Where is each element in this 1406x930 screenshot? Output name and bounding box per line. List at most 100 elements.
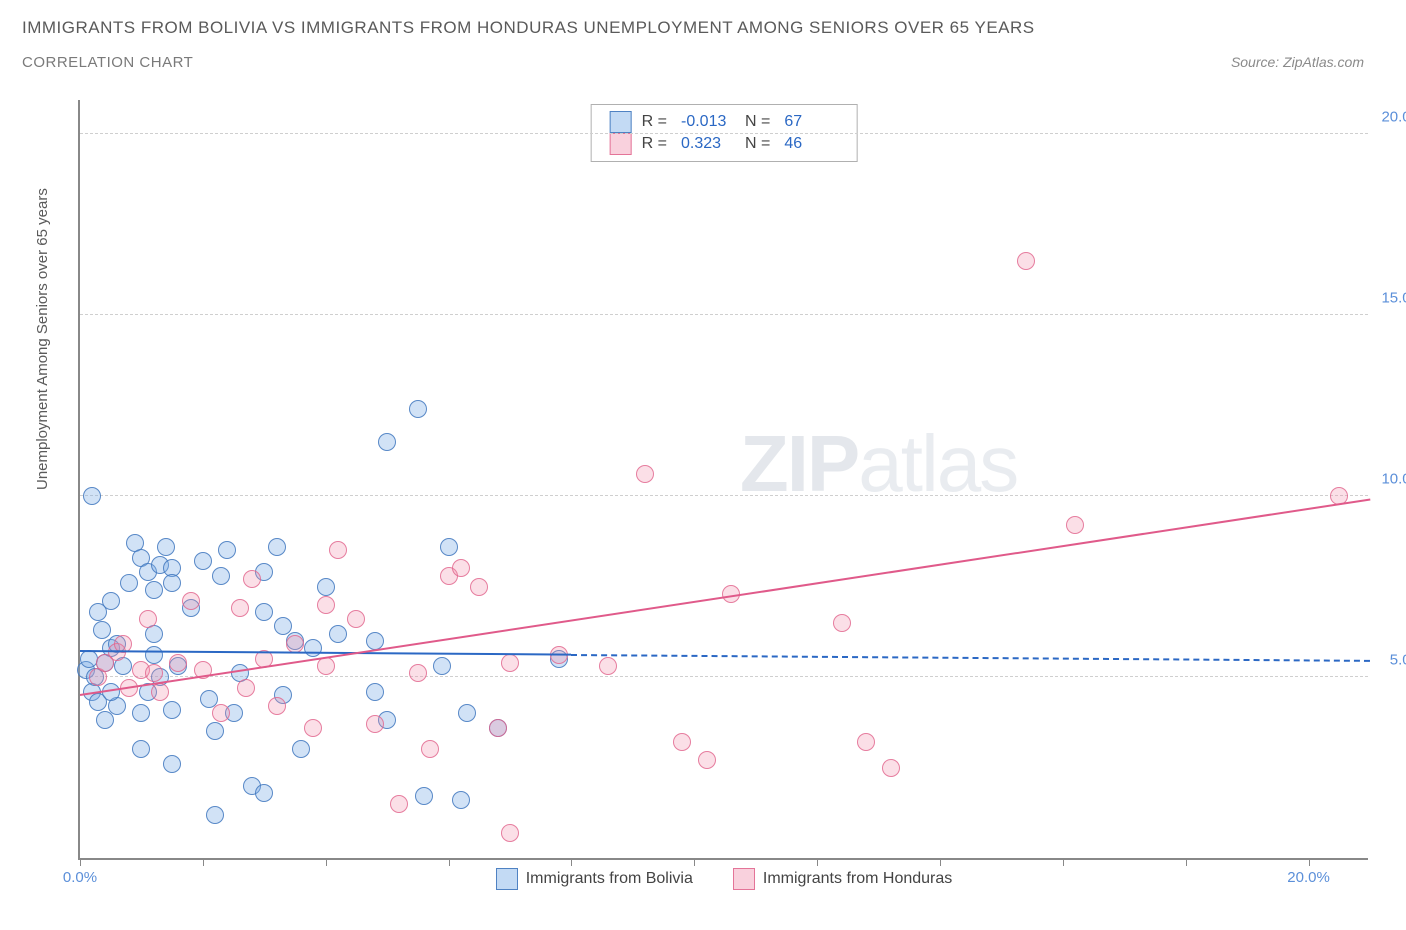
x-tick-label: 0.0% — [63, 869, 97, 886]
series-legend: Immigrants from Bolivia Immigrants from H… — [80, 868, 1368, 890]
source-attribution: Source: ZipAtlas.com — [1231, 54, 1364, 70]
x-tick — [80, 858, 81, 866]
legend-n-label: N = — [745, 135, 770, 153]
scatter-point — [857, 733, 875, 751]
scatter-point — [268, 697, 286, 715]
chart-title: IMMIGRANTS FROM BOLIVIA VS IMMIGRANTS FR… — [22, 18, 1384, 38]
scatter-point — [501, 824, 519, 842]
series-legend-label: Immigrants from Honduras — [763, 870, 952, 888]
scatter-point — [366, 632, 384, 650]
scatter-point — [470, 578, 488, 596]
scatter-point — [206, 722, 224, 740]
scatter-point — [212, 704, 230, 722]
grid-line — [80, 133, 1368, 134]
scatter-point — [1066, 516, 1084, 534]
scatter-point — [163, 574, 181, 592]
scatter-point — [698, 751, 716, 769]
scatter-point — [255, 784, 273, 802]
scatter-point — [145, 581, 163, 599]
scatter-point — [458, 704, 476, 722]
x-tick — [1063, 858, 1064, 866]
scatter-point — [139, 610, 157, 628]
legend-swatch-icon — [496, 868, 518, 890]
scatter-point — [409, 664, 427, 682]
scatter-point — [1017, 252, 1035, 270]
scatter-point — [304, 719, 322, 737]
scatter-point — [329, 541, 347, 559]
legend-swatch-icon — [733, 868, 755, 890]
scatter-point — [304, 639, 322, 657]
scatter-point — [182, 592, 200, 610]
series-legend-item: Immigrants from Bolivia — [496, 868, 693, 890]
scatter-point — [120, 574, 138, 592]
y-tick-label: 15.0% — [1381, 290, 1406, 307]
scatter-point — [206, 806, 224, 824]
legend-row: R = 0.323 N = 46 — [610, 133, 839, 155]
x-tick — [203, 858, 204, 866]
scatter-point — [96, 711, 114, 729]
legend-r-value: 0.323 — [681, 135, 735, 153]
legend-row: R =-0.013N =67 — [610, 111, 839, 133]
legend-swatch-icon — [610, 111, 632, 133]
scatter-point — [237, 679, 255, 697]
scatter-point — [292, 740, 310, 758]
scatter-point — [163, 701, 181, 719]
scatter-point — [268, 538, 286, 556]
y-tick-label: 10.0% — [1381, 471, 1406, 488]
scatter-point — [132, 740, 150, 758]
legend-n-value: 46 — [784, 135, 838, 153]
legend-swatch-icon — [610, 133, 632, 155]
y-tick-label: 20.0% — [1381, 109, 1406, 126]
legend-r-value: -0.013 — [681, 113, 735, 131]
scatter-point — [157, 538, 175, 556]
trend-line — [571, 654, 1370, 662]
scatter-point — [440, 538, 458, 556]
scatter-point — [673, 733, 691, 751]
x-tick — [694, 858, 695, 866]
scatter-point — [489, 719, 507, 737]
y-tick-label: 5.0% — [1390, 652, 1406, 669]
scatter-point — [833, 614, 851, 632]
scatter-point — [329, 625, 347, 643]
legend-r-label: R = — [642, 135, 667, 153]
trend-line — [80, 498, 1370, 695]
scatter-point — [366, 683, 384, 701]
scatter-point — [243, 570, 261, 588]
plot-area: ZIPatlas R =-0.013N =67R =0.323N =46 Imm… — [78, 100, 1368, 860]
scatter-point — [882, 759, 900, 777]
scatter-chart: Unemployment Among Seniors over 65 years… — [22, 90, 1386, 900]
scatter-point — [433, 657, 451, 675]
chart-subtitle: CORRELATION CHART — [22, 54, 193, 71]
scatter-point — [218, 541, 236, 559]
scatter-point — [366, 715, 384, 733]
scatter-point — [169, 654, 187, 672]
legend-n-value: 67 — [784, 113, 838, 131]
scatter-point — [151, 683, 169, 701]
scatter-point — [317, 578, 335, 596]
scatter-point — [255, 603, 273, 621]
x-tick-label: 20.0% — [1287, 869, 1330, 886]
x-tick — [940, 858, 941, 866]
y-axis-label: Unemployment Among Seniors over 65 years — [34, 188, 51, 490]
scatter-point — [102, 592, 120, 610]
scatter-point — [317, 657, 335, 675]
scatter-point — [452, 791, 470, 809]
scatter-point — [145, 646, 163, 664]
x-tick — [326, 858, 327, 866]
scatter-point — [378, 433, 396, 451]
scatter-point — [599, 657, 617, 675]
scatter-point — [194, 552, 212, 570]
scatter-point — [163, 755, 181, 773]
scatter-point — [212, 567, 230, 585]
scatter-point — [415, 787, 433, 805]
scatter-point — [93, 621, 111, 639]
series-legend-label: Immigrants from Bolivia — [526, 870, 693, 888]
x-tick — [449, 858, 450, 866]
grid-line — [80, 314, 1368, 315]
scatter-point — [409, 400, 427, 418]
x-tick — [817, 858, 818, 866]
x-tick — [1309, 858, 1310, 866]
scatter-point — [145, 664, 163, 682]
scatter-point — [83, 487, 101, 505]
scatter-point — [452, 559, 470, 577]
